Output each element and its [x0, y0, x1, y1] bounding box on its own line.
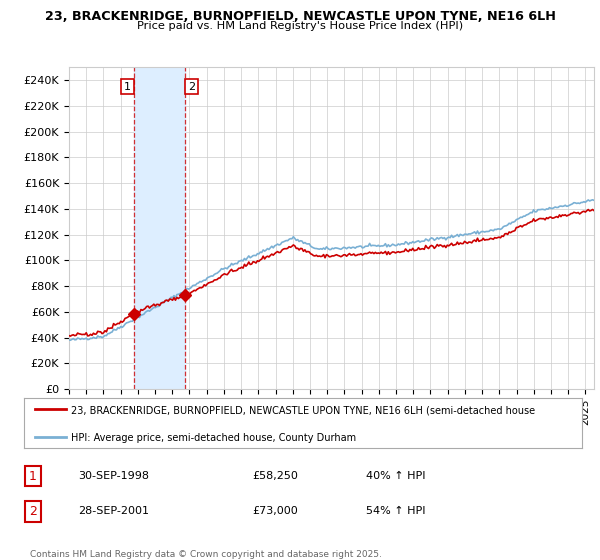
- Text: 28-SEP-2001: 28-SEP-2001: [78, 506, 149, 516]
- Text: 2: 2: [29, 505, 37, 518]
- Bar: [134, 67, 185, 389]
- Text: £58,250: £58,250: [252, 471, 298, 481]
- Text: Price paid vs. HM Land Registry's House Price Index (HPI): Price paid vs. HM Land Registry's House …: [137, 21, 463, 31]
- Text: 2: 2: [188, 82, 195, 91]
- Text: 23, BRACKENRIDGE, BURNOPFIELD, NEWCASTLE UPON TYNE, NE16 6LH: 23, BRACKENRIDGE, BURNOPFIELD, NEWCASTLE…: [44, 10, 556, 23]
- Text: £73,000: £73,000: [252, 506, 298, 516]
- Text: 23, BRACKENRIDGE, BURNOPFIELD, NEWCASTLE UPON TYNE, NE16 6LH (semi-detached hous: 23, BRACKENRIDGE, BURNOPFIELD, NEWCASTLE…: [71, 405, 536, 415]
- Text: Contains HM Land Registry data © Crown copyright and database right 2025.
This d: Contains HM Land Registry data © Crown c…: [30, 550, 382, 560]
- Text: 40% ↑ HPI: 40% ↑ HPI: [366, 471, 425, 481]
- Text: 1: 1: [29, 469, 37, 483]
- Text: 30-SEP-1998: 30-SEP-1998: [78, 471, 149, 481]
- Text: 1: 1: [124, 82, 131, 91]
- Text: HPI: Average price, semi-detached house, County Durham: HPI: Average price, semi-detached house,…: [71, 433, 356, 444]
- Text: 54% ↑ HPI: 54% ↑ HPI: [366, 506, 425, 516]
